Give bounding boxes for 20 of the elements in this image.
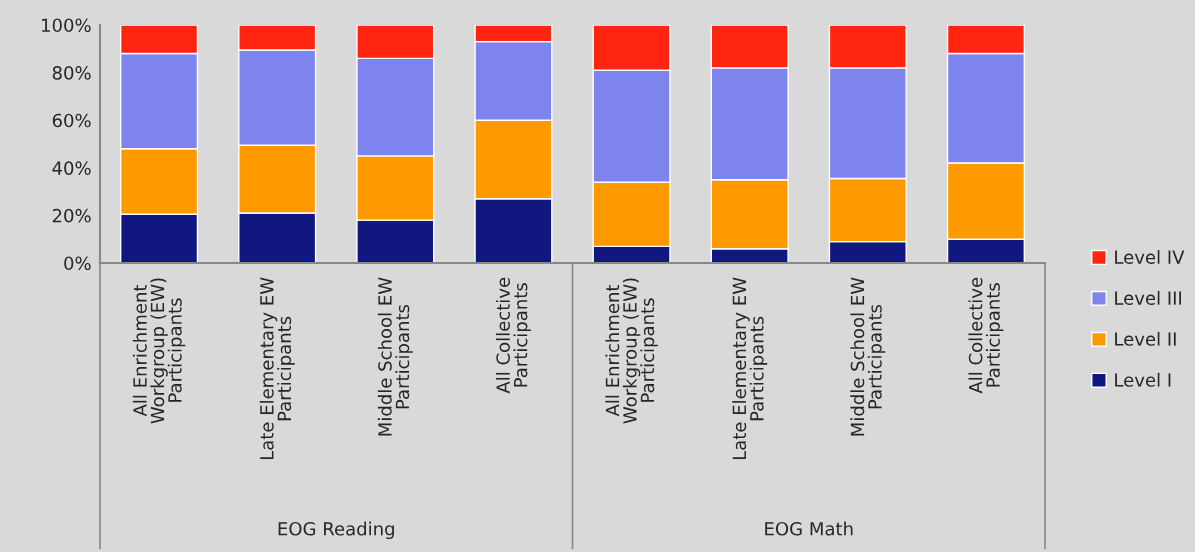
y-tick-label: 60% bbox=[52, 113, 91, 128]
legend-label: Level I bbox=[1115, 372, 1171, 387]
x-tick-label: All Enrichment Workgroup (EW) Participants bbox=[605, 278, 658, 424]
x-tick-label: Late Elementary EW Participants bbox=[732, 277, 768, 460]
legend-label: Level IV bbox=[1115, 250, 1185, 264]
y-tick-label: 100% bbox=[42, 18, 91, 33]
x-tick-label: All Collective Participants bbox=[968, 277, 1004, 394]
x-tick-label: All Collective Participants bbox=[495, 277, 531, 394]
x-tick-label: Middle School EW Participants bbox=[850, 277, 886, 436]
x-tick-label: All Enrichment Workgroup (EW) Participants bbox=[132, 278, 186, 424]
y-tick-label: 40% bbox=[52, 161, 91, 175]
x-tick-label: Late Elementary EW Participants bbox=[259, 277, 295, 460]
text: EOG Reading bbox=[278, 521, 394, 540]
x-tick-label: Middle School EW Participants bbox=[377, 277, 413, 436]
legend-label: Level II bbox=[1115, 331, 1176, 346]
y-tick-label: 80% bbox=[52, 66, 91, 80]
legend-label: Level III bbox=[1115, 290, 1182, 305]
text: EOG Math bbox=[765, 521, 853, 536]
y-tick-label: 20% bbox=[52, 208, 91, 223]
y-tick-label: 0% bbox=[64, 256, 91, 271]
